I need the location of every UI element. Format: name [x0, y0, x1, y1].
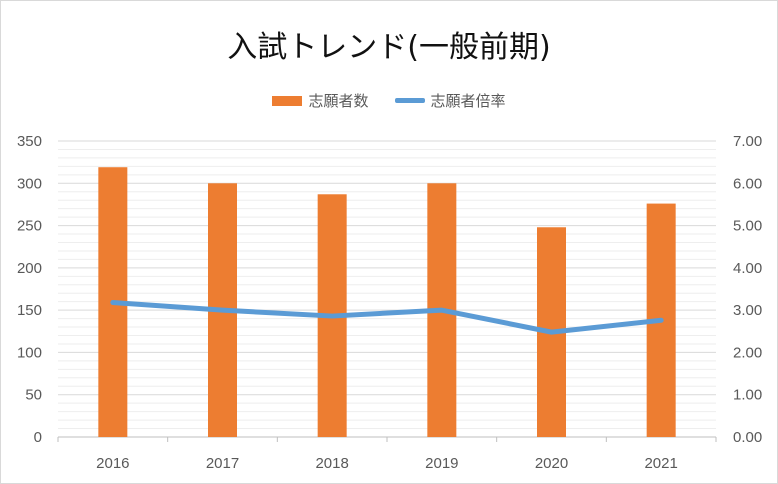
legend-line-swatch [394, 98, 425, 103]
x-tick-label: 2016 [96, 455, 129, 472]
y-left-tick-label: 200 [17, 260, 42, 277]
y-right-tick-label: 4.00 [733, 260, 762, 277]
x-tick-label: 2019 [425, 455, 458, 472]
x-tick-label: 2017 [206, 455, 239, 472]
y-right-tick-label: 3.00 [733, 302, 762, 319]
y-left-tick-label: 50 [25, 387, 42, 404]
y-left-tick-label: 250 [17, 218, 42, 235]
y-left-tick-label: 100 [17, 344, 42, 361]
y-left-tick-label: 350 [17, 133, 42, 150]
y-left-tick-label: 0 [34, 429, 42, 446]
y-left-tick-label: 150 [17, 302, 42, 319]
legend-bar-swatch [272, 95, 303, 106]
x-tick-label: 2021 [644, 455, 677, 472]
y-right-tick-label: 2.00 [733, 344, 762, 361]
x-tick-label: 2018 [315, 455, 348, 472]
chart-legend: 志願者数 志願者倍率 [0, 90, 778, 111]
legend-bar-label: 志願者数 [308, 92, 369, 110]
y-right-tick-label: 1.00 [733, 387, 762, 404]
y-left-tick-label: 300 [17, 175, 42, 192]
ratio-line [110, 300, 664, 335]
chart-title: 入試トレンド(一般前期) [227, 30, 551, 65]
x-tick-label: 2020 [535, 455, 568, 472]
y-right-tick-label: 6.00 [733, 175, 762, 192]
y-right-tick-label: 0.00 [733, 429, 762, 446]
legend-line-label: 志願者倍率 [430, 92, 506, 110]
y-right-tick-label: 5.00 [733, 218, 762, 235]
legend-item-line: 志願者倍率 [394, 90, 506, 111]
legend-item-bar: 志願者数 [272, 90, 369, 111]
y-right-tick-label: 7.00 [733, 133, 762, 150]
